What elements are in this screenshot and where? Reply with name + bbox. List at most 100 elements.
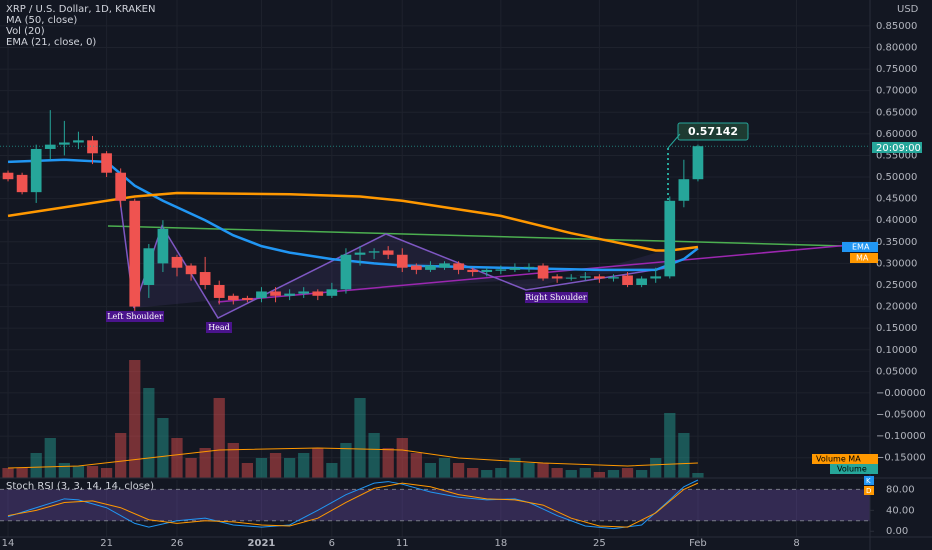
y-tick-label: 0.10000 (876, 345, 917, 356)
candle-body (368, 251, 380, 253)
candle-body (608, 277, 619, 279)
volume-bar (129, 360, 141, 478)
annotation-bg (106, 311, 164, 322)
volume-bar (692, 473, 704, 478)
y-tick-label: 0.65000 (876, 107, 917, 118)
legend-bg (864, 486, 874, 495)
volume-bar (354, 398, 366, 478)
candle-body (2, 172, 14, 180)
legend-bg (850, 253, 878, 263)
y-tick-label: 0.80000 (876, 42, 917, 53)
volume-bar (481, 470, 493, 478)
volume-bar (115, 433, 127, 478)
volume-bar (298, 453, 310, 478)
annotation-bg (206, 322, 232, 333)
candle-body (565, 277, 577, 279)
tooltip: 0.57142 (688, 125, 738, 138)
y-tick-label: 0.30000 (876, 258, 917, 269)
legend-entry: Volume (837, 465, 867, 474)
candle-body (16, 174, 28, 193)
volume-bar (438, 458, 451, 478)
candle-body (396, 254, 408, 268)
volume-bar (396, 438, 408, 478)
pattern-fill (134, 226, 666, 318)
candle-body (425, 265, 436, 270)
volume-bar (16, 468, 28, 478)
volume-bar (227, 443, 239, 478)
volume-bar (171, 438, 183, 478)
volume-bar (283, 458, 296, 478)
volume-bar (621, 468, 634, 478)
price-layer (0, 110, 870, 311)
volume-bar (664, 413, 676, 478)
candle-body (650, 276, 662, 279)
candle-body (382, 250, 394, 255)
x-tick-label: 11 (396, 538, 409, 549)
candle-body (44, 144, 56, 149)
x-tick-label: 14 (2, 538, 15, 549)
volume-bar (72, 466, 85, 478)
volume-bar (326, 463, 338, 478)
y-tick-label: 0.55000 (876, 150, 917, 161)
candle-body (30, 148, 42, 193)
volume-bar (199, 448, 211, 478)
legend-entry: MA (856, 254, 869, 263)
countdown: 20:09:00 (876, 143, 921, 154)
y-tick-label: −0.00000 (876, 388, 926, 399)
grid (0, 0, 870, 537)
candle-body (143, 248, 155, 285)
volume-bar (312, 448, 324, 478)
volume-bar (452, 463, 465, 478)
y-tick-label: 0.20000 (876, 302, 917, 313)
volume-bar (467, 468, 479, 478)
legend-bg (830, 464, 878, 474)
x-tick-label: 25 (593, 538, 606, 549)
y-tick-label: −0.15000 (876, 453, 926, 464)
candle-body (87, 140, 98, 154)
volume-bar (635, 470, 648, 478)
stoch-layer (0, 479, 870, 530)
volume-bar (410, 453, 422, 478)
candle-body (284, 293, 295, 296)
volume-bar (607, 470, 620, 478)
candle-body (242, 297, 253, 301)
indicator-label: EMA (21, close, 0) (6, 37, 96, 48)
candle-body (537, 265, 549, 279)
y-tick-label: 0.45000 (876, 194, 917, 205)
x-tick-label: 26 (171, 538, 184, 549)
volume-bar (523, 463, 535, 478)
candle-body (298, 291, 310, 294)
annotation: Left Shoulder (107, 312, 163, 321)
countdown-bg (872, 142, 922, 153)
chart-title: XRP / U.S. Dollar, 1D, KRAKEN (6, 4, 155, 15)
indicator-label: MA (50, close) (6, 15, 77, 26)
indicator-label: Vol (20) (6, 26, 45, 37)
candle-body (157, 228, 169, 264)
stoch-line (7, 482, 699, 528)
volume-bar (157, 418, 169, 478)
candle-body (594, 276, 605, 279)
volume-bar (593, 472, 606, 478)
y-tick-label: 0.00 (886, 526, 908, 537)
legend-entry: Volume MA (816, 455, 861, 464)
candle-body (354, 252, 366, 255)
volume-bar (269, 453, 282, 478)
volume-bar (650, 458, 662, 478)
candle-body (326, 289, 338, 296)
candle-body (495, 269, 507, 271)
trendline (217, 244, 851, 303)
volume-bar (100, 468, 113, 478)
candle-body (664, 200, 676, 277)
annotation: Right Shoulder (525, 293, 587, 302)
stoch-line (7, 479, 699, 530)
candle-body (551, 276, 563, 279)
volume-bar (424, 463, 437, 478)
currency: USD (897, 4, 919, 15)
legend-bg (864, 476, 874, 485)
legend-bg (812, 454, 878, 464)
candle-body (58, 142, 70, 145)
candle-body (453, 263, 464, 270)
candle-body (340, 254, 352, 290)
stoch-title: Stoch RSI (3, 3, 14, 14, close) (6, 481, 154, 492)
